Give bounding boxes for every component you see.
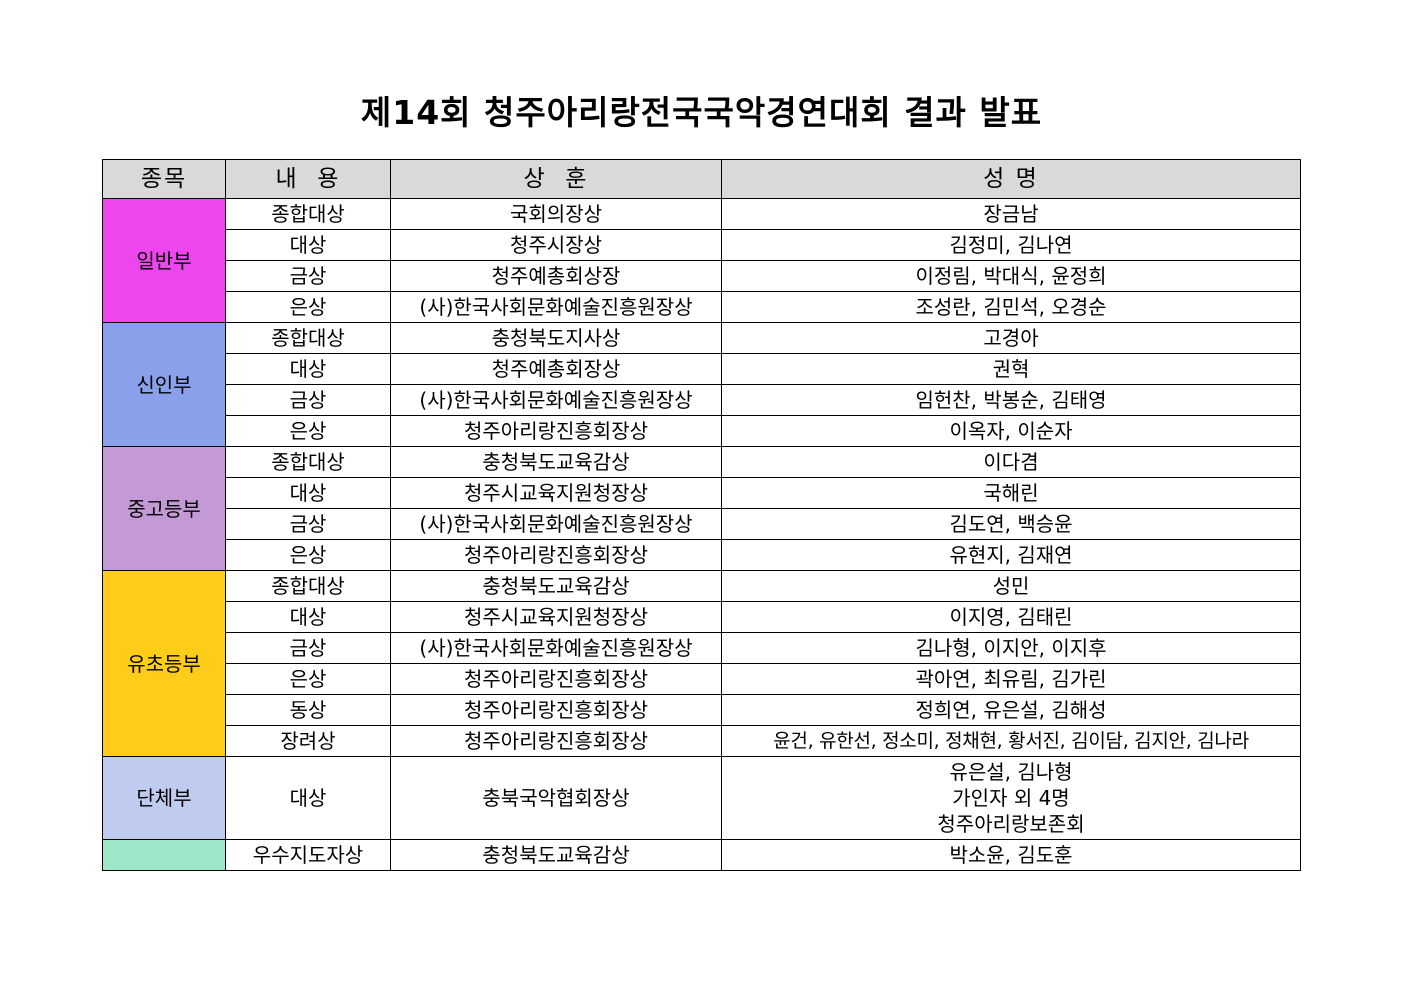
table-row: 유초등부 종합대상 충청북도교육감상 성민 (102, 570, 1301, 757)
table-row: 은상 청주아리랑진흥회장상 유현지, 김재연 (103, 539, 1301, 571)
award-cell: 충청북도지사상 (390, 322, 722, 354)
award-cell: 청주시교육지원청장상 (390, 601, 722, 633)
award-cell: 충청북도교육감상 (390, 446, 722, 478)
table-row: 장려상 청주아리랑진흥회장상 윤건, 유한선, 정소미, 정채현, 황서진, 김… (103, 725, 1301, 757)
content-cell: 금상 (225, 632, 391, 664)
content-cell: 은상 (225, 415, 391, 447)
names-cell: 이정림, 박대식, 윤정희 (721, 260, 1301, 292)
names-cell: 국해린 (721, 477, 1301, 509)
award-cell: 청주아리랑진흥회장상 (390, 663, 722, 695)
award-cell: 청주시교육지원청장상 (390, 477, 722, 509)
content-cell: 대상 (225, 229, 391, 261)
category-cell-general: 일반부 (102, 198, 226, 323)
page-title: 제14회 청주아리랑전국국악경연대회 결과 발표 (360, 93, 1043, 132)
names-cell: 성민 (721, 570, 1301, 602)
category-cell-newcomer: 신인부 (102, 322, 226, 447)
table-row: 금상 청주예총회상장 이정림, 박대식, 윤정희 (103, 260, 1301, 292)
award-cell: (사)한국사회문화예술진흥원장상 (390, 291, 722, 323)
content-cell: 금상 (225, 384, 391, 416)
award-cell: (사)한국사회문화예술진흥원장상 (390, 384, 722, 416)
award-cell: 청주예총회상장 (390, 260, 722, 292)
award-cell: 청주아리랑진흥회장상 (390, 725, 722, 757)
content-cell: 금상 (225, 508, 391, 540)
names-cell: 김나형, 이지안, 이지후 (721, 632, 1301, 664)
names-cell: 곽아연, 최유림, 김가린 (721, 663, 1301, 695)
header-content: 내 용 (225, 159, 391, 199)
content-cell: 대상 (225, 477, 391, 509)
names-cell: 권혁 (721, 353, 1301, 385)
names-cell: 정희연, 유은설, 김해성 (721, 694, 1301, 726)
names-cell: 이옥자, 이순자 (721, 415, 1301, 447)
content-cell: 동상 (225, 694, 391, 726)
header-award: 상 훈 (390, 159, 722, 199)
award-cell: (사)한국사회문화예술진흥원장상 (390, 508, 722, 540)
content-cell: 장려상 (225, 725, 391, 757)
names-cell: 유현지, 김재연 (721, 539, 1301, 571)
names-cell: 고경아 (721, 322, 1301, 354)
table-row: 은상 청주아리랑진흥회장상 이옥자, 이순자 (103, 415, 1301, 447)
category-cell-secondary: 중고등부 (102, 446, 226, 571)
results-table: 종목 내 용 상 훈 성 명 일반부 종합대상 국회의장상 장금남 대상 청주시… (102, 159, 1301, 871)
award-cell: 충청북도교육감상 (390, 570, 722, 602)
award-cell: 청주예총회장상 (390, 353, 722, 385)
table-row: 대상 청주시교육지원청장상 국해린 (103, 477, 1301, 509)
content-cell: 은상 (225, 539, 391, 571)
names-cell: 김도연, 백승윤 (721, 508, 1301, 540)
category-cell-elementary: 유초등부 (102, 570, 226, 757)
names-cell: 이지영, 김태린 (721, 601, 1301, 633)
category-cell-group: 단체부 (102, 756, 226, 840)
table-row: 동상 청주아리랑진흥회장상 정희연, 유은설, 김해성 (103, 694, 1301, 726)
table-row: 일반부 종합대상 국회의장상 장금남 (102, 198, 1301, 323)
table-row: 금상 (사)한국사회문화예술진흥원장상 김도연, 백승윤 (103, 508, 1301, 540)
table-row: 금상 (사)한국사회문화예술진흥원장상 김나형, 이지안, 이지후 (103, 632, 1301, 664)
table-row: 대상 청주예총회장상 권혁 (103, 353, 1301, 385)
names-cell: 조성란, 김민석, 오경순 (721, 291, 1301, 323)
table-row: 대상 청주시장상 김정미, 김나연 (103, 229, 1301, 261)
content-cell: 종합대상 (225, 322, 391, 354)
table-row: 신인부 종합대상 충청북도지사상 고경아 (102, 322, 1301, 447)
table-row: 중고등부 종합대상 충청북도교육감상 이다겸 (102, 446, 1301, 571)
table-row: 대상 청주시교육지원청장상 이지영, 김태린 (103, 601, 1301, 633)
names-cell: 장금남 (721, 198, 1301, 230)
content-cell: 종합대상 (225, 570, 391, 602)
names-line: 청주아리랑보존회 (937, 812, 1085, 836)
names-cell: 박소윤, 김도훈 (721, 839, 1301, 871)
award-cell: 국회의장상 (390, 198, 722, 230)
award-cell: 청주아리랑진흥회장상 (390, 415, 722, 447)
content-cell: 종합대상 (225, 446, 391, 478)
award-cell: (사)한국사회문화예술진흥원장상 (390, 632, 722, 664)
header-names: 성 명 (721, 159, 1301, 199)
award-cell: 충북국악협회장상 (390, 756, 722, 840)
table-row: 우수지도자상 충청북도교육감상 박소윤, 김도훈 (102, 839, 1301, 871)
table-row: 은상 (사)한국사회문화예술진흥원장상 조성란, 김민석, 오경순 (103, 291, 1301, 323)
header-row: 종목 내 용 상 훈 성 명 (102, 159, 1301, 199)
names-cell: 이다겸 (721, 446, 1301, 478)
names-line: 유은설, 김나형 (949, 760, 1073, 784)
award-cell: 충청북도교육감상 (390, 839, 722, 871)
names-cell: 김정미, 김나연 (721, 229, 1301, 261)
names-cell: 임헌찬, 박봉순, 김태영 (721, 384, 1301, 416)
award-cell: 청주아리랑진흥회장상 (390, 539, 722, 571)
award-cell: 청주시장상 (390, 229, 722, 261)
header-category: 종목 (102, 159, 226, 199)
content-cell: 은상 (225, 291, 391, 323)
names-cell: 윤건, 유한선, 정소미, 정채현, 황서진, 김이담, 김지안, 김나라 (721, 725, 1301, 757)
names-line: 가인자 외 4명 (952, 786, 1070, 810)
content-cell: 대상 (225, 601, 391, 633)
content-cell: 금상 (225, 260, 391, 292)
award-cell: 청주아리랑진흥회장상 (390, 694, 722, 726)
category-cell-teacher (102, 839, 226, 871)
content-cell: 우수지도자상 (225, 839, 391, 871)
content-cell: 대상 (225, 353, 391, 385)
table-row: 금상 (사)한국사회문화예술진흥원장상 임헌찬, 박봉순, 김태영 (103, 384, 1301, 416)
content-cell: 종합대상 (225, 198, 391, 230)
table-row: 은상 청주아리랑진흥회장상 곽아연, 최유림, 김가린 (103, 663, 1301, 695)
table-row: 단체부 대상 충북국악협회장상 유은설, 김나형 가인자 외 4명 청주아리랑보… (102, 756, 1301, 840)
names-cell: 유은설, 김나형 가인자 외 4명 청주아리랑보존회 (721, 756, 1301, 840)
content-cell: 은상 (225, 663, 391, 695)
content-cell: 대상 (225, 756, 391, 840)
